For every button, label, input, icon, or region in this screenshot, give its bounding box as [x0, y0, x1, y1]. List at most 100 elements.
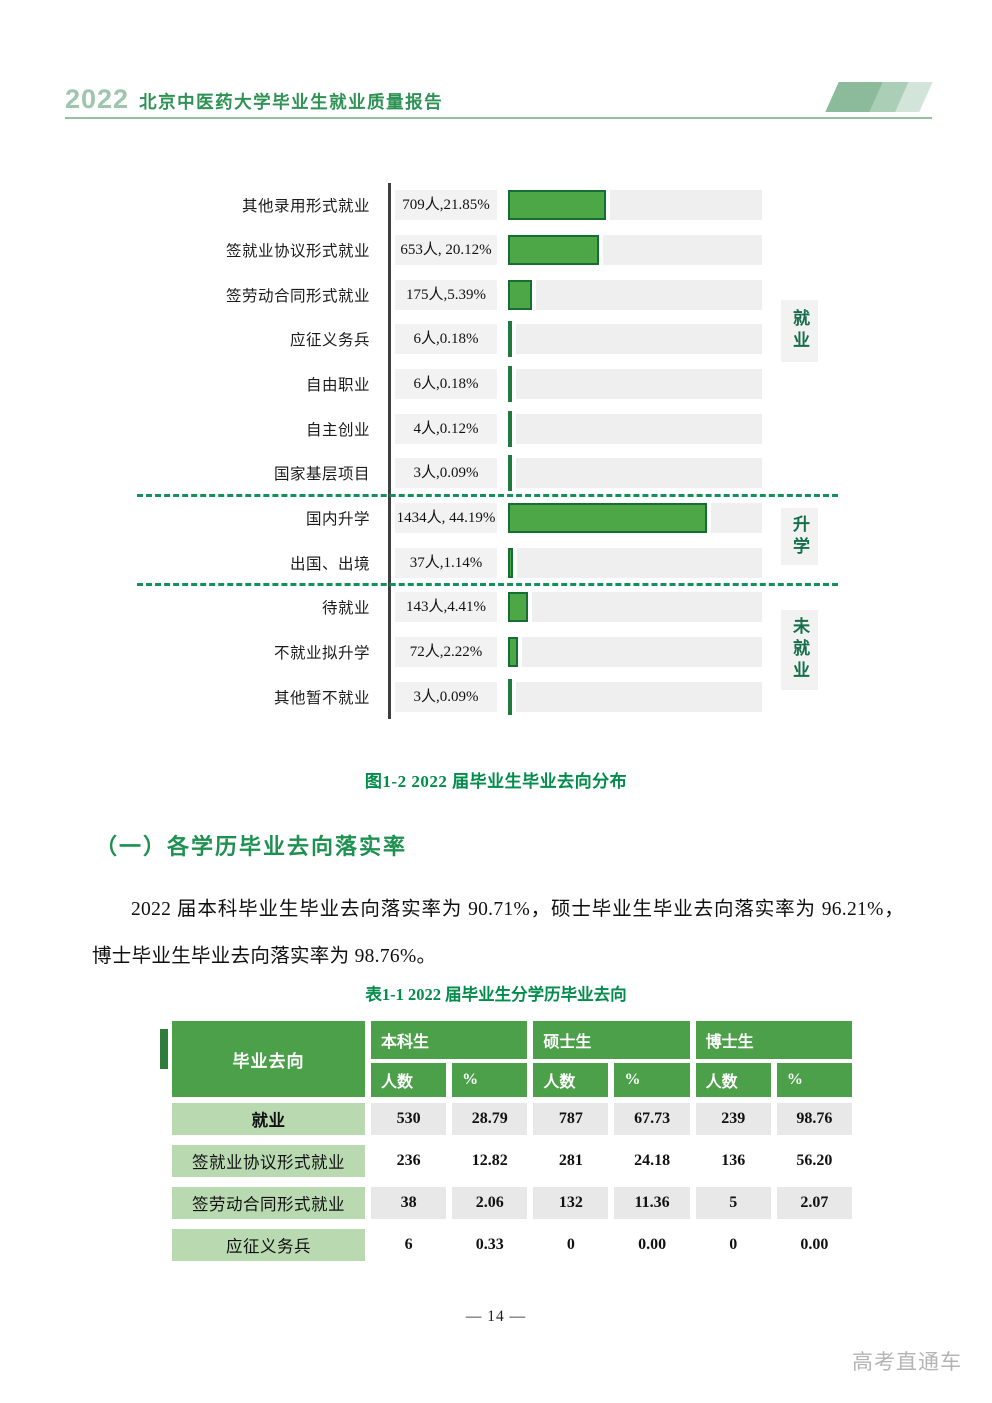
chart-category-label: 应征义务兵	[289, 332, 370, 350]
table-subheader-percent: %	[614, 1063, 690, 1097]
table-row: 应征义务兵 6 0.33 0 0.00 0 0.00	[172, 1229, 852, 1261]
chart-category-label: 自由职业	[305, 376, 370, 394]
table-subheader-percent: %	[776, 1063, 852, 1097]
chart-row: 其他暂不就业 3人,0.09%	[137, 674, 838, 719]
chart-bar-track	[508, 455, 762, 492]
chart-category-label: 国内升学	[305, 510, 370, 528]
chart-bar	[508, 678, 512, 715]
chart-bar	[508, 636, 518, 667]
chart-category-label: 自主创业	[305, 421, 370, 439]
chart-bar	[508, 321, 512, 358]
table-cell: 2.07	[776, 1187, 852, 1219]
chart-bar-track	[508, 410, 762, 447]
chart-value-label: 709人,21.85%	[395, 190, 497, 221]
table-cell: 67.73	[614, 1103, 690, 1135]
chart-value-label: 4人,0.12%	[395, 413, 497, 444]
table-cell: 11.36	[614, 1187, 690, 1219]
table-row: 就业 530 28.79 787 67.73 239 98.76	[172, 1103, 852, 1135]
header-title: 北京中医药大学毕业生就业质量报告	[139, 92, 444, 112]
chart-value-label: 143人,4.41%	[395, 592, 497, 623]
table-header: 毕业去向 本科生 硕士生 博士生 人数 % 人数 % 人数 %	[160, 1021, 852, 1097]
header-decoration	[820, 82, 933, 112]
page-header: 2022 北京中医药大学毕业生就业质量报告	[65, 84, 443, 115]
chart-bar-track	[508, 636, 762, 667]
chart-bar	[508, 455, 512, 492]
chart-row: 签劳动合同形式就业 175人,5.39%	[137, 272, 838, 317]
chart-row: 其他录用形式就业 709人,21.85%	[137, 183, 838, 228]
chart-rows: 其他录用形式就业 709人,21.85% 签就业协议形式就业 653人, 20.12%…	[137, 183, 838, 719]
chart-bar-track	[508, 190, 762, 221]
table-cell: 5	[695, 1187, 771, 1219]
table-subheader-count: 人数	[695, 1063, 771, 1097]
chart-category-label: 其他录用形式就业	[241, 198, 370, 216]
chart-bar-track	[508, 365, 762, 402]
destination-table: 毕业去向 本科生 硕士生 博士生 人数 % 人数 % 人数 % 就业 530 28.…	[160, 1021, 852, 1271]
graduate-destination-chart: 其他录用形式就业 709人,21.85% 签就业协议形式就业 653人, 20.12%…	[137, 183, 838, 719]
table-row: 签劳动合同形式就业 38 2.06 132 11.36 5 2.07	[172, 1187, 852, 1219]
table-cell: 38	[371, 1187, 447, 1219]
table-subheader-count: 人数	[371, 1063, 447, 1097]
table-row-label: 就业	[172, 1103, 365, 1135]
chart-bar	[508, 190, 606, 221]
chart-bar	[508, 279, 532, 310]
chart-category-label: 出国、出境	[289, 555, 370, 573]
chart-value-label: 37人,1.14%	[395, 547, 497, 578]
table-cell: 132	[533, 1187, 609, 1219]
chart-value-label: 653人, 20.12%	[395, 234, 497, 265]
table-cell: 12.82	[452, 1145, 528, 1177]
table-body: 就业 530 28.79 787 67.73 239 98.76 签就业协议形式就业 236 12…	[172, 1103, 852, 1261]
table-cell: 28.79	[452, 1103, 528, 1135]
table-cell: 239	[695, 1103, 771, 1135]
chart-value-label: 6人,0.18%	[395, 368, 497, 399]
chart-category-label: 待就业	[321, 600, 370, 618]
chart-row: 自主创业 4人,0.12%	[137, 406, 838, 451]
table-cell: 787	[533, 1103, 609, 1135]
chart-axis-line	[388, 183, 391, 719]
chart-category-label: 签劳动合同形式就业	[225, 287, 370, 305]
chart-row: 出国、出境 37人,1.14%	[137, 540, 838, 585]
chart-row: 国内升学 1434人, 44.19%	[137, 496, 838, 541]
section-heading: （一）各学历毕业去向落实率	[95, 834, 408, 859]
page-number: — 14 —	[465, 1308, 527, 1325]
table-cell: 281	[533, 1145, 609, 1177]
table-subheader-count: 人数	[533, 1063, 609, 1097]
chart-value-label: 1434人, 44.19%	[395, 502, 497, 533]
chart-category-label: 国家基层项目	[273, 466, 370, 484]
chart-group-label-0: 就业	[781, 300, 818, 362]
table-row-label: 应征义务兵	[172, 1229, 365, 1261]
chart-bar	[508, 592, 528, 623]
header-divider	[65, 117, 932, 119]
chart-value-label: 6人,0.18%	[395, 324, 497, 355]
chart-value-label: 72人,2.22%	[395, 636, 497, 667]
table-subheader-percent: %	[452, 1063, 528, 1097]
watermark: 高考直通车	[852, 1351, 962, 1374]
table-row: 签就业协议形式就业 236 12.82 281 24.18 136 56.20	[172, 1145, 852, 1177]
table-cell: 24.18	[614, 1145, 690, 1177]
body-paragraph: 2022 届本科毕业生毕业去向落实率为 90.71%，硕士毕业生毕业去向落实率为…	[92, 899, 904, 967]
chart-value-label: 175人,5.39%	[395, 279, 497, 310]
chart-bar-track	[508, 502, 762, 533]
chart-row: 国家基层项目 3人,0.09%	[137, 451, 838, 496]
table-group-header-undergrad: 本科生	[371, 1021, 528, 1059]
table-cell: 0.00	[776, 1229, 852, 1261]
chart-row: 不就业拟升学 72人,2.22%	[137, 630, 838, 675]
chart-category-label: 签就业协议形式就业	[225, 242, 370, 260]
table-group-header-doctor: 博士生	[695, 1021, 852, 1059]
chart-group-label-1: 升学	[781, 508, 818, 565]
chart-value-label: 3人,0.09%	[395, 458, 497, 489]
table-cell: 98.76	[776, 1103, 852, 1135]
table-cell: 0	[695, 1229, 771, 1261]
table-cell: 136	[695, 1145, 771, 1177]
chart-bar-track	[508, 547, 762, 578]
chart-bar	[508, 234, 599, 265]
chart-bar	[508, 410, 512, 447]
chart-bar	[508, 502, 707, 533]
table-cell: 530	[371, 1103, 447, 1135]
figure-caption: 图1-2 2022 届毕业生毕业去向分布	[364, 772, 628, 791]
table-corner-header: 毕业去向	[172, 1021, 365, 1097]
chart-row: 待就业 143人,4.41%	[137, 585, 838, 630]
table-group-header-master: 硕士生	[533, 1021, 690, 1059]
chart-bar-track	[508, 234, 762, 265]
table-row-label: 签就业协议形式就业	[172, 1145, 365, 1177]
